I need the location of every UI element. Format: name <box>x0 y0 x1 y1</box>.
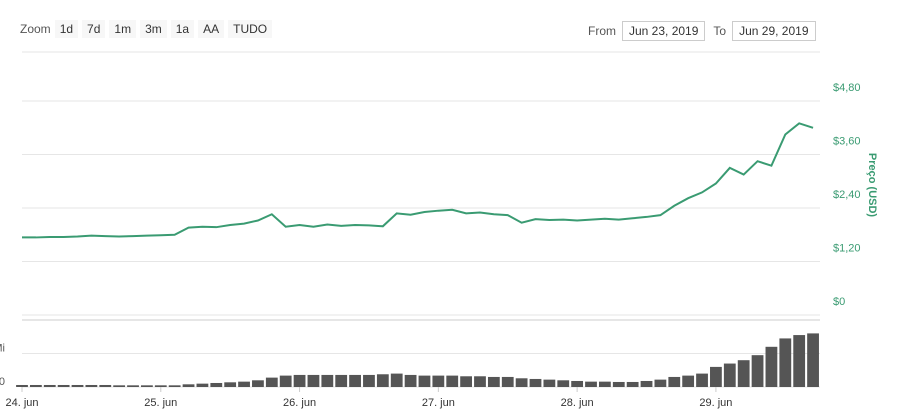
volume-bar <box>224 382 237 387</box>
volume-bar <box>113 385 126 387</box>
volume-bar <box>390 373 403 387</box>
x-tick-label: 28. jun <box>561 397 594 409</box>
to-label: To <box>713 24 727 38</box>
volume-bar <box>293 374 306 387</box>
volume-bar <box>99 384 112 387</box>
volume-bar <box>571 380 584 387</box>
y2-tick-label: Mi <box>0 342 5 354</box>
volume-bar <box>168 385 181 387</box>
range-bar: From Jun 23, 2019 To Jun 29, 2019 <box>588 21 824 41</box>
volume-bar <box>682 375 695 387</box>
volume-bar <box>71 384 84 387</box>
volume-bar <box>626 381 639 387</box>
y2-tick-label: 0 <box>0 376 5 388</box>
volume-bar <box>141 385 153 387</box>
volume-bar <box>446 375 459 387</box>
volume-bar <box>43 384 56 387</box>
volume-bar <box>807 333 819 387</box>
volume-bar <box>85 384 98 387</box>
volume-bar <box>585 381 597 387</box>
volume-bar <box>29 384 42 387</box>
volume-bar <box>349 374 361 387</box>
volume-bar <box>515 378 528 387</box>
y-tick-label: $3,60 <box>833 135 861 147</box>
y-tick-label: $2,40 <box>833 189 861 201</box>
volume-bar <box>196 383 209 387</box>
volume-bar <box>252 380 264 387</box>
volume-bar <box>751 355 764 387</box>
volume-bar <box>487 376 500 387</box>
volume-bar <box>598 381 611 387</box>
volume-bar <box>307 374 320 387</box>
y-tick-label: $1,20 <box>833 242 861 254</box>
zoom-button[interactable]: 1a <box>170 20 195 38</box>
zoom-button[interactable]: TUDO <box>228 20 273 38</box>
volume-bar <box>737 360 750 387</box>
volume-bar <box>640 380 653 387</box>
volume-bar <box>57 384 70 387</box>
zoom-buttons: 1d 7d 1m 3m 1a AA TUDO <box>51 20 273 38</box>
zoom-button[interactable]: 7d <box>82 20 106 38</box>
volume-bar <box>460 376 473 387</box>
volume-bar <box>238 381 250 387</box>
to-input[interactable]: Jun 29, 2019 <box>732 21 816 41</box>
y-axis-label: Preço (USD) <box>866 153 878 218</box>
zoom-button[interactable]: 1m <box>109 20 137 38</box>
zoom-bar: Zoom 1d 7d 1m 3m 1a AA TUDO <box>20 20 273 38</box>
x-tick-label: 26. jun <box>283 397 316 409</box>
volume-bar <box>529 378 542 387</box>
x-tick-label: 25. jun <box>144 397 177 409</box>
volume-bar <box>335 374 348 387</box>
volume-bar <box>557 380 570 387</box>
zoom-label: Zoom <box>20 22 51 36</box>
volume-bar <box>363 374 375 387</box>
volume-bar <box>779 338 792 387</box>
volume-bar <box>376 374 389 387</box>
volume-bar <box>474 376 486 387</box>
zoom-button[interactable]: 3m <box>140 20 167 38</box>
volume-bar <box>723 363 736 387</box>
volume-bar <box>127 385 139 387</box>
volume-bar <box>793 335 806 387</box>
volume-bar <box>765 346 778 387</box>
zoom-button[interactable]: 1d <box>54 20 79 38</box>
volume-bar <box>404 374 417 387</box>
x-tick-label: 27. jun <box>422 397 455 409</box>
volume-bar <box>210 382 223 387</box>
x-tick-label: 24. jun <box>5 397 38 409</box>
x-tick-label: 29. jun <box>699 397 732 409</box>
volume-bar <box>279 375 292 387</box>
volume-bar <box>654 379 667 387</box>
volume-bar <box>16 384 28 387</box>
price-line <box>22 122 814 239</box>
from-input[interactable]: Jun 23, 2019 <box>622 21 706 41</box>
volume-bar <box>501 376 514 387</box>
volume-bar <box>710 366 722 387</box>
volume-bar <box>321 374 334 387</box>
volume-bar <box>668 376 681 387</box>
volume-bar <box>696 373 708 387</box>
volume-bar <box>612 381 625 387</box>
volume-bar <box>432 375 445 387</box>
volume-bar <box>182 384 195 387</box>
from-label: From <box>588 24 616 38</box>
volume-bar <box>154 385 167 387</box>
volume-bar <box>543 379 556 387</box>
y-tick-label: $4,80 <box>833 82 861 94</box>
zoom-button[interactable]: AA <box>198 20 225 38</box>
volume-bar <box>265 377 278 387</box>
y-tick-label: $0 <box>833 296 845 308</box>
volume-bar <box>418 375 431 387</box>
